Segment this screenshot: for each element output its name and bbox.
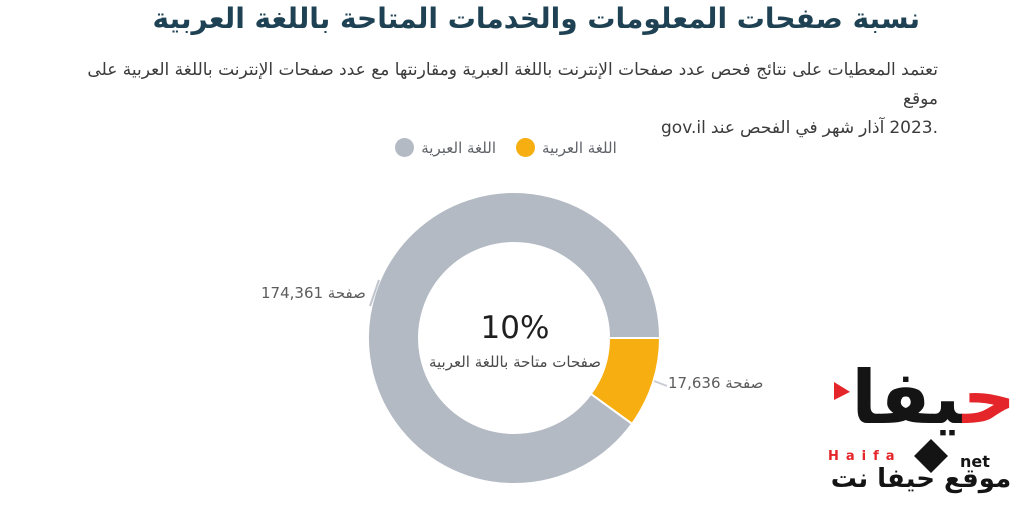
data-label-arabic-pages: 17,636 صفحة [668, 374, 764, 392]
hebrew-series-dot-icon [395, 138, 415, 157]
logo-triangle-icon [834, 382, 850, 400]
page-title: نسبة صفحات المعلومات والخدمات المتاحة با… [152, 2, 920, 35]
logo-arabic-initial: ح [962, 355, 1016, 441]
logo-tagline: موقع حيفا نت [830, 464, 1012, 494]
legend-item-hebrew: اللغة العبرية [395, 138, 496, 157]
arabic-series-dot-icon [516, 138, 535, 157]
callout-leader-hebrew [369, 279, 380, 307]
data-label-hebrew-pages: 174,361 صفحة [261, 284, 366, 302]
chart-description: تعتمد المعطيات على نتائج فحص عدد صفحات ا… [60, 56, 938, 143]
legend-label-arabic: اللغة العربية [542, 138, 617, 157]
callout-leader-arabic [653, 380, 668, 387]
donut-center-percentage: 10% [480, 310, 550, 346]
chart-legend: اللغة العبرية اللغة العربية [0, 138, 1018, 157]
logo-net-suffix: net [960, 452, 990, 471]
donut-chart [367, 191, 668, 485]
donut-slice-arabic [589, 337, 662, 426]
logo-arabic-wordmark: حيفا [851, 355, 1016, 441]
description-line-1: تعتمد المعطيات على نتائج فحص عدد صفحات ا… [87, 60, 938, 109]
donut-center-sublabel: صفحات متاحة باللغة العربية [428, 353, 601, 371]
logo-arabic-rest: يفا [851, 355, 963, 441]
description-line-2: gov.il عند الفحص في شهر آذار 2023. [661, 118, 938, 138]
donut-slice-hebrew [367, 191, 662, 485]
legend-label-hebrew: اللغة العبرية [421, 138, 496, 157]
logo-latin-wordmark: Haifa [828, 449, 902, 464]
haifanet-logo: حيفا Haifa net موقع حيفا نت [818, 357, 1024, 512]
legend-item-arabic: اللغة العربية [516, 138, 617, 157]
